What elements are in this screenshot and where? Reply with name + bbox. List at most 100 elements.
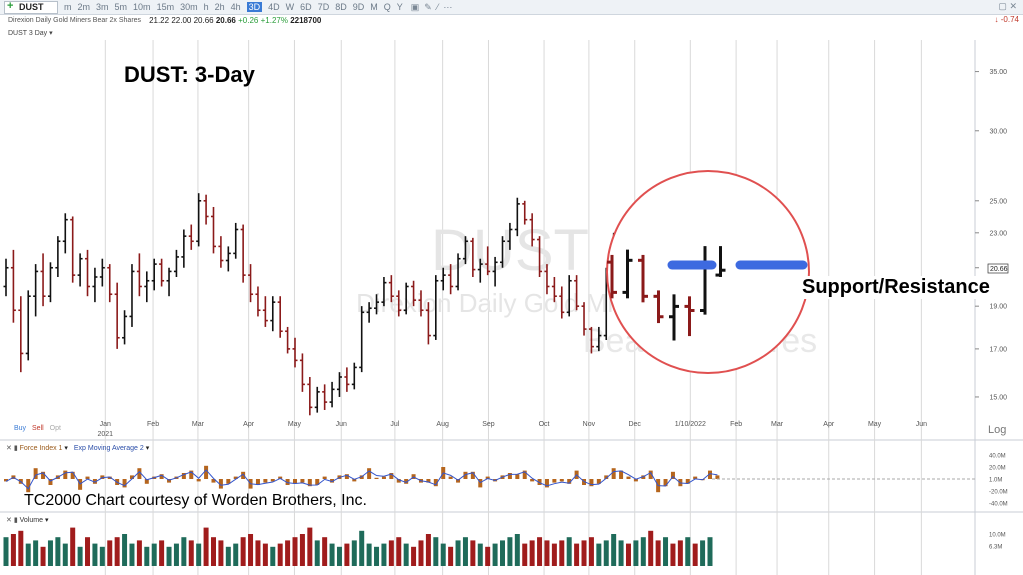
price-bar: [159, 258, 165, 287]
timeframe-M[interactable]: M: [370, 2, 378, 12]
force-bar: [485, 476, 490, 479]
price-bar: [574, 275, 580, 311]
volume-bar: [70, 527, 76, 566]
timeframe-10m[interactable]: 10m: [133, 2, 151, 12]
timeframe-6D[interactable]: 6D: [300, 2, 312, 12]
volume-bar: [196, 543, 202, 566]
price-tag-box: [987, 263, 1009, 274]
volume-bar: [344, 543, 350, 566]
force-bar: [544, 479, 549, 488]
close-icon[interactable]: ✕: [1009, 1, 1017, 11]
volume-bar: [107, 540, 113, 566]
price-bar: [366, 302, 372, 323]
window-icon[interactable]: ▢: [998, 1, 1007, 11]
timeframe-15m[interactable]: 15m: [156, 2, 175, 12]
volume-bar: [618, 540, 624, 566]
price-bar: [3, 258, 9, 297]
timeframe-h[interactable]: h: [203, 2, 209, 12]
opt-button[interactable]: Opt: [49, 425, 61, 432]
image-icon[interactable]: ▣: [410, 1, 425, 12]
force-bar: [278, 476, 283, 479]
price-bar: [374, 294, 380, 315]
price-bar: [351, 362, 357, 390]
timeframe-Y[interactable]: Y: [396, 2, 403, 12]
symbol-input[interactable]: + DUST: [4, 0, 58, 14]
force-bar: [596, 479, 601, 484]
force-close-icon[interactable]: ✕: [6, 445, 12, 452]
volume-bar: [248, 534, 254, 566]
volume-bar: [240, 537, 246, 566]
timeframe-W[interactable]: W: [285, 2, 295, 12]
force-bar: [352, 479, 357, 482]
volume-close-icon[interactable]: ✕: [6, 517, 12, 524]
timeframe-2h[interactable]: 2h: [214, 2, 225, 12]
date-tick-label: Jun: [916, 421, 927, 428]
timeframe-4D[interactable]: 4D: [268, 2, 280, 12]
price-bar: [18, 296, 24, 373]
timeframe-Q[interactable]: Q: [383, 2, 391, 12]
date-tick-label: Aug: [436, 421, 449, 428]
more-icon[interactable]: ⋯: [443, 1, 458, 12]
add-symbol-icon[interactable]: +: [7, 0, 14, 12]
main-panel-title[interactable]: DUST 3 Day ▾: [8, 30, 53, 37]
volume-bar: [425, 534, 431, 566]
buy-button[interactable]: Buy: [14, 425, 27, 432]
timeframe-m[interactable]: m: [64, 2, 72, 12]
timeframe-30m[interactable]: 30m: [180, 2, 198, 12]
force-bar: [293, 479, 298, 484]
force-bar: [4, 479, 8, 482]
timeframe-8D[interactable]: 8D: [335, 2, 347, 12]
force-bar: [507, 473, 512, 479]
volume-bar: [544, 540, 550, 566]
timeframe-2m[interactable]: 2m: [77, 2, 91, 12]
volume-bar: [633, 540, 639, 566]
force-bar: [708, 470, 712, 479]
draw-icon[interactable]: ⁄: [436, 1, 444, 12]
timeframe-9D[interactable]: 9D: [352, 2, 365, 12]
price-bar: [448, 264, 454, 295]
volume-bar: [359, 530, 365, 566]
timeframe-4h[interactable]: 4h: [230, 2, 241, 12]
quote-open: 21.22: [149, 16, 170, 25]
volume-bar: [188, 540, 194, 566]
price-bar: [62, 213, 68, 254]
volume-bar: [477, 543, 483, 566]
force-bar: [270, 479, 275, 482]
force-tick-label: 1.0M: [989, 478, 1002, 484]
force-bar: [41, 471, 46, 479]
price-bar: [581, 302, 587, 336]
price-bar: [47, 262, 53, 303]
quote-volume: 2218700: [290, 16, 322, 25]
timeframe-7D[interactable]: 7D: [317, 2, 330, 12]
volume-bar: [692, 543, 698, 566]
pencil-icon[interactable]: ✎: [424, 1, 437, 12]
force-panel-title[interactable]: Force Index 1: [19, 445, 63, 452]
volume-bar: [77, 546, 83, 566]
volume-panel-title[interactable]: Volume: [19, 517, 43, 524]
force-bar: [715, 475, 720, 479]
timeframe-3m[interactable]: 3m: [96, 2, 109, 12]
force-bar: [33, 468, 38, 479]
force-bar: [389, 473, 394, 479]
force-bar: [181, 473, 186, 479]
ema-title[interactable]: Exp Moving Average 2: [73, 445, 144, 452]
price-bar: [55, 236, 61, 277]
price-tick-label: 17.00: [989, 346, 1007, 353]
timeframe-3D[interactable]: 3D: [246, 2, 263, 12]
force-bar: [530, 479, 535, 482]
volume-bar: [603, 540, 609, 566]
price-bar: [92, 267, 98, 303]
price-bar: [359, 306, 365, 373]
force-tick-label: -40.0M: [989, 502, 1008, 508]
force-bars-icon: ▮: [13, 445, 18, 452]
log-scale-toggle[interactable]: Log: [988, 424, 1007, 436]
sell-button[interactable]: Sell: [32, 425, 44, 432]
force-index-bars: [4, 465, 720, 493]
date-tick-label: Mar: [771, 421, 784, 428]
date-tick-label: Sep: [482, 421, 495, 428]
price-bar: [381, 276, 387, 307]
volume-bar: [277, 543, 283, 566]
volume-ticks: 10.0M 6.3M: [989, 533, 1006, 551]
timeframe-5m[interactable]: 5m: [114, 2, 128, 12]
